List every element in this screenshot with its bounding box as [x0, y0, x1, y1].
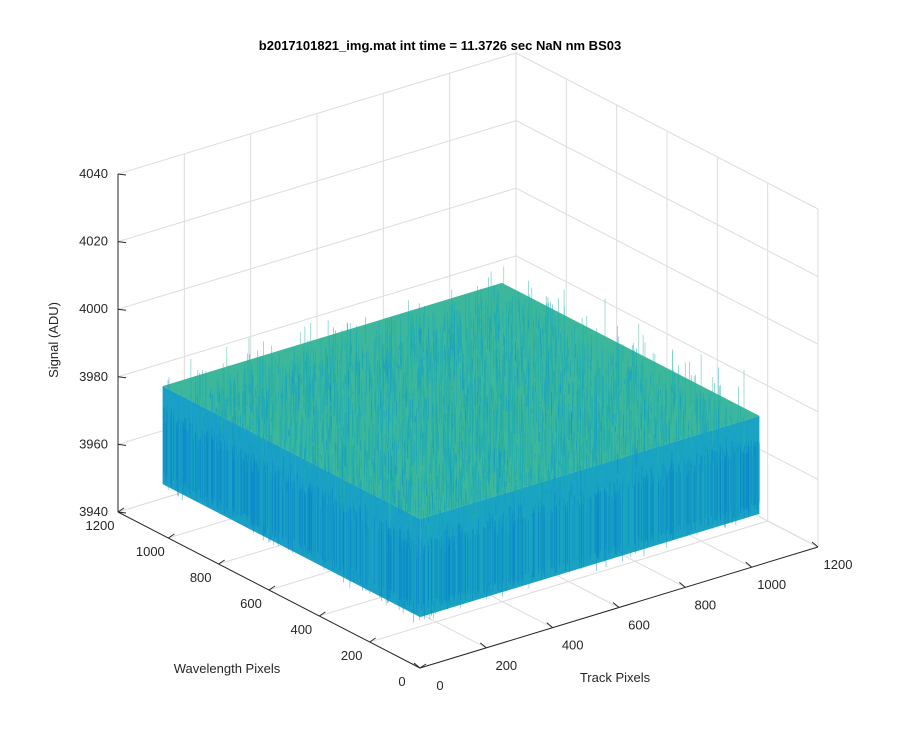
noise-surface [162, 266, 760, 623]
grid-line [117, 120, 517, 243]
y-tick-label: 600 [240, 596, 262, 611]
x-tick-mark [413, 662, 421, 669]
y-tick-mark [117, 507, 125, 513]
grid-line [515, 52, 819, 210]
y-tick-mark [168, 533, 175, 539]
grid-line [117, 255, 517, 378]
x-tick-mark [546, 622, 553, 629]
grid-line [515, 255, 819, 413]
y-tick-label: 400 [290, 622, 312, 637]
z-tick-mark [117, 511, 127, 514]
y-tick-mark [268, 585, 276, 591]
x-tick-label: 800 [694, 597, 716, 612]
chart-title: b2017101821_img.mat int time = 11.3726 s… [259, 38, 621, 53]
grid-line [369, 520, 768, 643]
z-tick-label: 3960 [79, 436, 108, 451]
x-tick-mark [612, 602, 620, 608]
grid-line [515, 187, 819, 345]
tick-labels: 0 200 400 600 800 1000 1200 0 200 400 600 800 1000 12… [79, 166, 852, 693]
z-tick-label: 4000 [79, 301, 108, 316]
y-tick-mark [319, 611, 326, 617]
z-axis-label: Signal (ADU) [46, 302, 61, 378]
z-tick-label: 4040 [79, 166, 108, 181]
x-tick-mark [811, 541, 819, 548]
x-tick-label: 1000 [757, 577, 786, 592]
y-axis-label: Wavelength Pixels [174, 661, 281, 676]
grid-line [117, 52, 517, 175]
x-tick-mark [745, 561, 752, 568]
y-tick-mark [369, 637, 376, 643]
z-tick-label: 3940 [79, 504, 108, 519]
x-axis-label: Track Pixels [580, 670, 651, 685]
z-tick-mark [117, 173, 127, 176]
z-tick-mark [117, 443, 127, 446]
z-tick-label: 3980 [79, 369, 108, 384]
z-tick-mark [117, 241, 127, 244]
x-tick-label: 600 [628, 618, 650, 633]
x-tick-mark [679, 581, 686, 588]
x-tick-label: 400 [562, 638, 584, 653]
y-tick-mark [419, 663, 427, 669]
y-tick-label: 1200 [86, 518, 115, 533]
z-tick-mark [117, 308, 127, 311]
y-tick-mark [218, 559, 225, 565]
z-tick-mark [117, 376, 127, 379]
axes [117, 173, 819, 669]
z-tick-label: 4020 [79, 234, 108, 249]
grid-line [515, 120, 819, 278]
y-tick-label: 200 [341, 648, 363, 663]
y-tick-label: 1000 [136, 544, 165, 559]
surface-top [162, 282, 760, 519]
x-tick-label: 0 [436, 678, 443, 693]
x-tick-label: 200 [495, 658, 517, 673]
x-tick-mark [480, 642, 487, 649]
x-tick-label: 1200 [824, 557, 853, 572]
y-tick-label: 800 [190, 570, 212, 585]
y-tick-label: 0 [398, 674, 405, 689]
grid-line [117, 187, 517, 310]
